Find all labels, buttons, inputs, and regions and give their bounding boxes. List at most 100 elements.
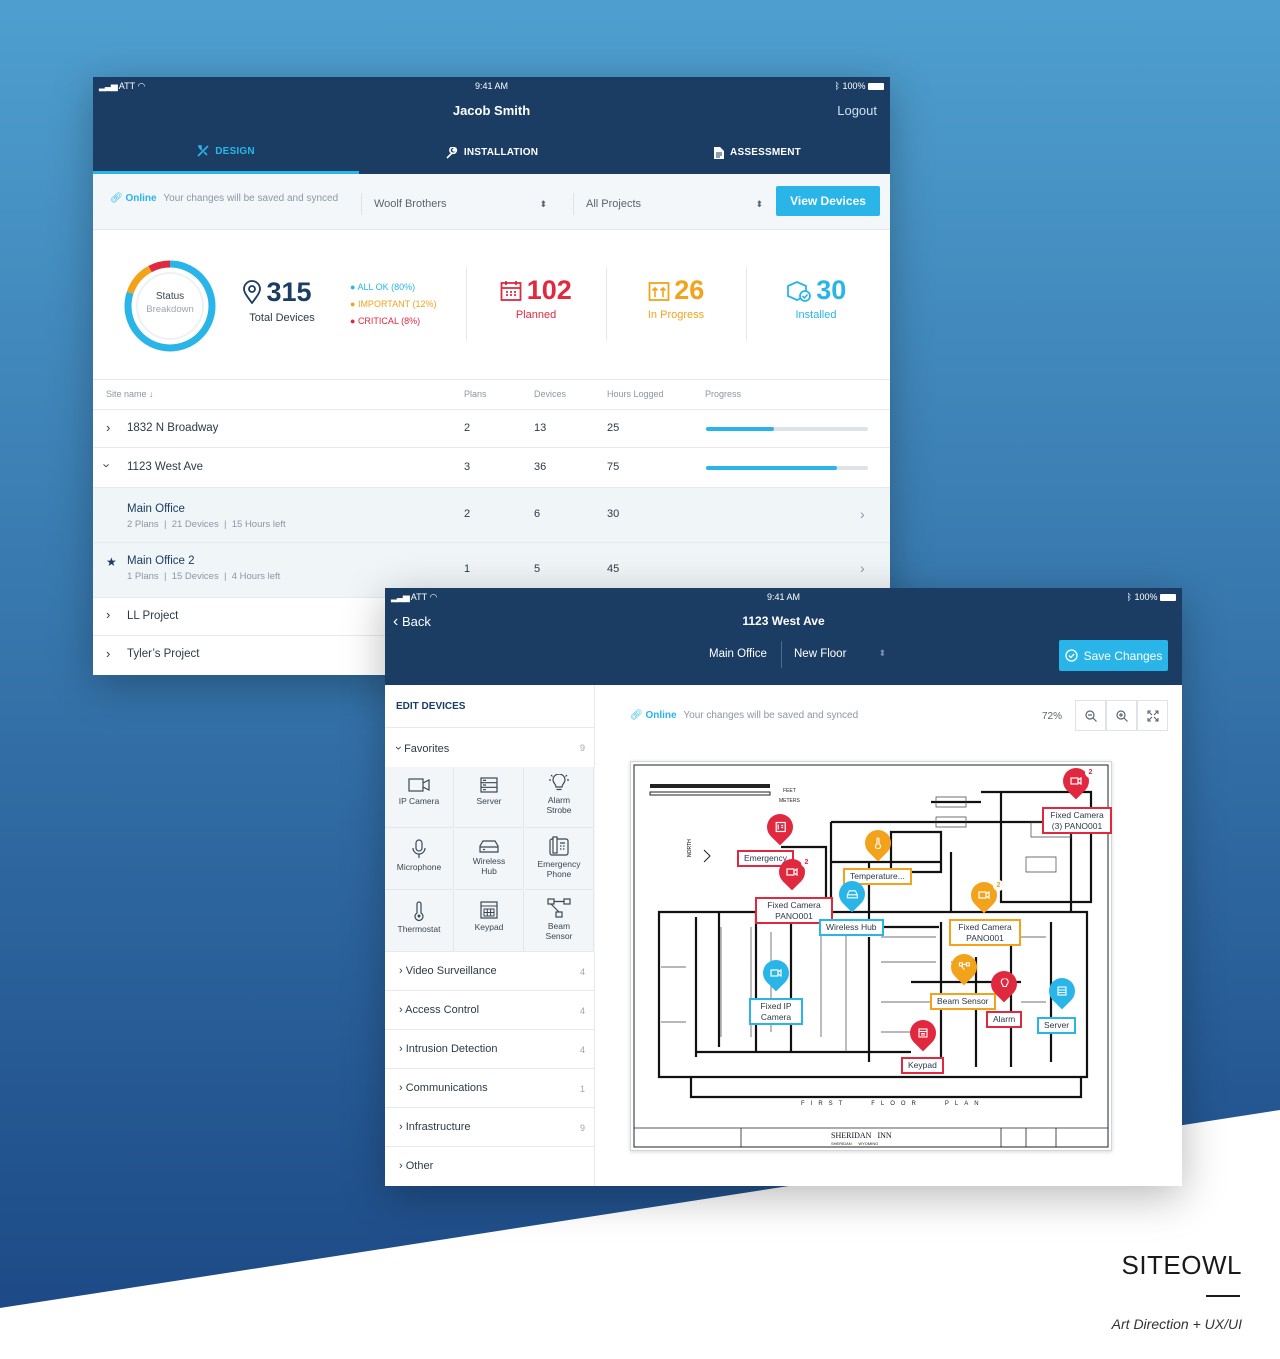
marker-camera[interactable] xyxy=(773,853,811,891)
table-row[interactable]: › 1832 N Broadway 2 13 25 xyxy=(93,409,890,448)
upload-box-icon xyxy=(648,280,670,302)
column-header-hours: Hours Logged xyxy=(607,389,664,399)
device-beam-sensor[interactable]: Beam Sensor xyxy=(525,891,594,952)
battery-icon xyxy=(868,83,884,91)
in-progress-label: In Progress xyxy=(647,309,705,321)
company-select[interactable]: Woolf Brothers ⬍ xyxy=(361,193,561,215)
floor-select[interactable]: New Floor ⬍ xyxy=(794,648,886,660)
zoom-in-button[interactable] xyxy=(1106,700,1137,731)
marker-camera[interactable] xyxy=(1057,762,1095,800)
brand-tagline: Art Direction + UX/UI xyxy=(1111,1316,1242,1332)
chevron-right-icon[interactable]: › xyxy=(106,420,111,435)
hub-icon xyxy=(846,889,858,899)
zoom-out-button[interactable] xyxy=(1075,700,1106,731)
marker-label[interactable]: Temperature... xyxy=(843,868,912,885)
marker-label[interactable]: Server xyxy=(1037,1017,1077,1034)
project-select[interactable]: All Projects ⬍ xyxy=(573,193,763,215)
progress-bar xyxy=(706,466,868,470)
bluetooth-icon: ᛒ xyxy=(834,81,840,91)
device-keypad[interactable]: Keypad xyxy=(455,891,524,952)
view-devices-button[interactable]: View Devices xyxy=(776,186,880,216)
chevron-right-icon: › xyxy=(399,965,403,977)
online-status: 🔗︎ Online Your changes will be saved and… xyxy=(110,193,339,204)
hours-count: 30 xyxy=(607,508,620,520)
star-icon[interactable]: ★ xyxy=(106,555,117,569)
chevron-down-icon[interactable]: › xyxy=(99,463,115,468)
marker-ip-camera[interactable] xyxy=(757,954,795,992)
category-access-control[interactable]: › Access Control 4 xyxy=(385,990,594,1029)
sort-down-icon: ↓ xyxy=(149,389,154,399)
devices-count: 6 xyxy=(534,508,541,520)
device-alarm-strobe[interactable]: Alarm Strobe xyxy=(525,767,594,828)
marker-server[interactable] xyxy=(1043,972,1081,1010)
phone-icon xyxy=(549,836,569,856)
status-bar: ▂▃▅ ATT ◠ 9:41 AM ᛒ 100% xyxy=(93,77,890,95)
logout-link[interactable]: Logout xyxy=(837,103,877,118)
chevron-right-icon[interactable]: › xyxy=(860,560,865,576)
device-ip-camera[interactable]: IP Camera xyxy=(385,767,454,828)
marker-keypad[interactable] xyxy=(904,1014,942,1052)
bulb-icon xyxy=(999,978,1009,988)
marker-label[interactable]: Fixed IP Camera xyxy=(749,998,803,1026)
category-video-surveillance[interactable]: › Video Surveillance 4 xyxy=(385,951,594,990)
device-thermostat[interactable]: Thermostat xyxy=(385,891,454,952)
floor-plan[interactable]: FEET METERS NORTH FIRST FLOOR PLAN SHERI… xyxy=(630,761,1112,1151)
marker-badge: 2 xyxy=(1085,767,1096,778)
category-other[interactable]: › Other xyxy=(385,1146,594,1185)
zoom-in-icon xyxy=(1115,709,1128,722)
chevron-right-icon[interactable]: › xyxy=(860,506,865,522)
chevron-right-icon[interactable]: › xyxy=(106,646,111,661)
site-name: 1123 West Ave xyxy=(127,461,204,473)
category-favorites[interactable]: › Favorites 9 xyxy=(385,727,594,766)
device-wireless-hub[interactable]: Wireless Hub xyxy=(455,829,524,890)
marker-wireless-hub[interactable] xyxy=(833,875,871,913)
fullscreen-button[interactable] xyxy=(1137,700,1168,731)
marker-thermostat[interactable] xyxy=(859,824,897,862)
marker-label[interactable]: Alarm xyxy=(986,1011,1023,1028)
save-changes-button[interactable]: Save Changes xyxy=(1059,640,1168,671)
brand-name: SITEOWL xyxy=(1121,1250,1242,1280)
plan-footer-title: SHERIDAN INN xyxy=(831,1131,892,1140)
category-communications[interactable]: › Communications 1 xyxy=(385,1068,594,1107)
marker-label[interactable]: Wireless Hub xyxy=(819,919,884,936)
device-emergency-phone[interactable]: Emergency Phone xyxy=(525,829,594,890)
sub-row[interactable]: Main Office 2 Plans | 21 Devices | 15 Ho… xyxy=(93,488,890,543)
online-status: 🔗︎ Online Your changes will be saved and… xyxy=(630,710,859,721)
signal-icon: ▂▃▅ xyxy=(99,81,118,91)
plan-footer-sub: SHERIDAN WYOMING xyxy=(831,1141,878,1146)
camera-icon xyxy=(1070,776,1082,786)
select-arrows-icon: ⬍ xyxy=(755,199,763,209)
legend-critical: ● CRITICAL (8%) xyxy=(350,316,421,326)
marker-label[interactable]: Keypad xyxy=(901,1057,944,1074)
expand-icon xyxy=(1146,709,1159,722)
zoom-out-icon xyxy=(1084,709,1097,722)
table-row[interactable]: › 1123 West Ave 3 36 75 xyxy=(93,448,890,488)
beam-icon xyxy=(958,961,970,970)
marker-beam-sensor[interactable] xyxy=(945,948,983,986)
wrench-icon xyxy=(446,146,458,159)
marker-badge: 2 xyxy=(993,880,1004,891)
marker-label[interactable]: Fixed Camera (3) PANO001 xyxy=(1042,807,1112,835)
tab-assessment[interactable]: ASSESSMENT xyxy=(625,131,890,174)
marker-label[interactable]: Fixed Camera PANO001 xyxy=(949,919,1021,947)
tab-design[interactable]: DESIGN xyxy=(93,131,359,174)
marker-emergency-phone[interactable] xyxy=(761,808,799,846)
table-row[interactable]: › Tyler’s Project xyxy=(93,636,890,675)
marker-label[interactable]: Beam Sensor xyxy=(930,993,996,1010)
status-donut-chart xyxy=(124,260,216,352)
marker-camera[interactable] xyxy=(965,876,1003,914)
marker-alarm[interactable] xyxy=(985,965,1023,1003)
category-infrastructure[interactable]: › Infrastructure 9 xyxy=(385,1107,594,1146)
back-button[interactable]: ‹ Back xyxy=(393,613,431,630)
chevron-right-icon[interactable]: › xyxy=(106,607,111,622)
device-microphone[interactable]: Microphone xyxy=(385,829,454,890)
category-intrusion-detection[interactable]: › Intrusion Detection 4 xyxy=(385,1029,594,1068)
location-label: Main Office xyxy=(709,648,767,660)
tab-installation[interactable]: INSTALLATION xyxy=(359,131,625,174)
column-header-site[interactable]: Site name ↓ xyxy=(106,389,154,399)
device-server[interactable]: Server xyxy=(455,767,524,828)
bulb-icon xyxy=(549,774,569,791)
link-icon: 🔗︎ xyxy=(630,710,643,721)
donut-segment-critical xyxy=(124,260,216,352)
thermometer-icon xyxy=(874,837,882,849)
